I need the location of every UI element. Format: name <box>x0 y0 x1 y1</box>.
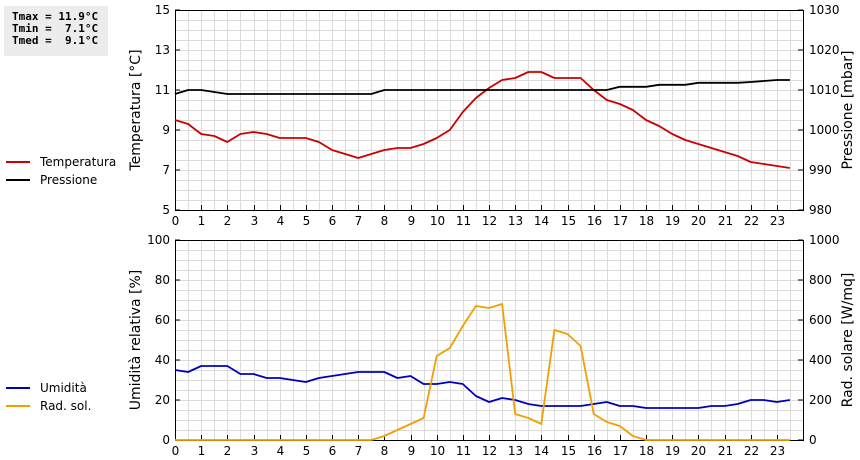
x-tick-label: 15 <box>561 214 576 228</box>
x-tick-label: 23 <box>770 214 785 228</box>
y2-tick-label: 0 <box>809 433 817 447</box>
y2-tick-label: 200 <box>809 393 832 407</box>
y-tick-label: 0 <box>162 433 170 447</box>
x-tick-label: 14 <box>534 214 549 228</box>
x-tick-label: 3 <box>251 444 259 458</box>
x-tick-label: 1 <box>198 444 206 458</box>
series-line-umidit <box>174 365 791 409</box>
y2-axis-title: Pressione [mbar] <box>840 50 856 169</box>
x-tick-label: 12 <box>482 214 497 228</box>
x-tick-label: 19 <box>665 214 680 228</box>
y2-tick-label: 1000 <box>809 233 840 247</box>
series-line-pressione <box>174 79 790 95</box>
x-tick-label: 2 <box>224 214 232 228</box>
y-tick-label: 13 <box>155 43 170 57</box>
y-tick-label: 15 <box>155 3 170 17</box>
x-tick-label: 22 <box>744 444 759 458</box>
plot-frame <box>175 240 804 441</box>
chart-panel-2: 0 1 2 3 4 5 6 7 8 9 10 11 12 13 14 15 16 17 18 19 20 21 22 2302… <box>128 233 856 458</box>
legend-swatch-pressione <box>6 179 30 181</box>
y2-tick-label: 980 <box>809 203 832 217</box>
x-tick-label: 11 <box>456 444 471 458</box>
x-tick-label: 8 <box>381 214 389 228</box>
y-tick-label: 100 <box>147 233 170 247</box>
legend-label-umidita: Umidità <box>40 381 87 395</box>
y2-tick-label: 990 <box>809 163 832 177</box>
x-tick-label: 14 <box>534 444 549 458</box>
legend-label-pressione: Pressione <box>40 173 98 187</box>
x-tick-label: 16 <box>587 214 602 228</box>
x-tick-label: 6 <box>329 214 337 228</box>
y-tick-label: 20 <box>155 393 170 407</box>
x-tick-label: 22 <box>744 214 759 228</box>
y-tick-label: 5 <box>162 203 170 217</box>
x-tick-label: 11 <box>456 214 471 228</box>
x-tick-label: 7 <box>355 214 363 228</box>
x-tick-label: 9 <box>408 444 416 458</box>
x-tick-label: 1 <box>198 214 206 228</box>
x-tick-label: 18 <box>639 214 654 228</box>
y2-axis-title: Rad. solare [W/mq] <box>840 273 856 408</box>
legend-swatch-rad-sol <box>6 405 30 407</box>
x-tick-label: 4 <box>277 444 285 458</box>
y-tick-label: 9 <box>162 123 170 137</box>
x-tick-label: 10 <box>430 444 445 458</box>
y2-tick-label: 800 <box>809 273 832 287</box>
tmin-label: Tmin = 7.1°C <box>12 22 99 35</box>
tmax-label: Tmax = 11.9°C <box>12 10 99 23</box>
series-line-temperatura <box>174 71 791 169</box>
stats-box: Tmax = 11.9°C Tmin = 7.1°C Tmed = 9.1°C <box>4 6 108 56</box>
y-tick-label: 80 <box>155 273 170 287</box>
x-tick-label: 23 <box>770 444 785 458</box>
x-tick-label: 0 <box>172 444 180 458</box>
y-axis-title: Temperatura [°C] <box>128 49 144 171</box>
x-tick-label: 18 <box>639 444 654 458</box>
x-tick-label: 0 <box>172 214 180 228</box>
x-tick-label: 5 <box>303 444 311 458</box>
x-tick-label: 9 <box>408 214 416 228</box>
x-tick-label: 13 <box>508 444 523 458</box>
x-tick-label: 17 <box>613 444 628 458</box>
x-tick-label: 13 <box>508 214 523 228</box>
y2-tick-label: 1000 <box>809 123 840 137</box>
y2-tick-label: 400 <box>809 353 832 367</box>
x-tick-label: 20 <box>691 214 706 228</box>
x-tick-label: 16 <box>587 444 602 458</box>
y2-tick-label: 600 <box>809 313 832 327</box>
y2-tick-label: 1010 <box>809 83 840 97</box>
y-tick-label: 7 <box>162 163 170 177</box>
x-tick-label: 21 <box>718 444 733 458</box>
y-axis-title: Umidità relativa [%] <box>128 270 144 411</box>
y2-tick-label: 1020 <box>809 43 840 57</box>
x-tick-label: 3 <box>251 214 259 228</box>
series-line-rad-sol <box>175 303 790 441</box>
legend-label-rad-sol: Rad. sol. <box>40 399 92 413</box>
x-tick-label: 17 <box>613 214 628 228</box>
x-tick-label: 20 <box>691 444 706 458</box>
x-tick-label: 4 <box>277 214 285 228</box>
x-tick-label: 8 <box>381 444 389 458</box>
x-tick-label: 6 <box>329 444 337 458</box>
x-tick-label: 5 <box>303 214 311 228</box>
y2-tick-label: 1030 <box>809 3 840 17</box>
tmed-label: Tmed = 9.1°C <box>12 34 99 47</box>
legend-label-temperatura: Temperatura <box>40 155 117 169</box>
x-tick-label: 7 <box>355 444 363 458</box>
x-tick-label: 10 <box>430 214 445 228</box>
legend-swatch-temperatura <box>6 161 30 163</box>
y-tick-label: 40 <box>155 353 170 367</box>
y-tick-label: 60 <box>155 313 170 327</box>
x-tick-label: 2 <box>224 444 232 458</box>
legend-swatch-umidita <box>6 387 30 389</box>
x-tick-label: 15 <box>561 444 576 458</box>
x-tick-label: 12 <box>482 444 497 458</box>
plot-frame <box>175 10 804 211</box>
chart-panel-1: 0 1 2 3 4 5 6 7 8 9 10 11 12 13 14 15 16 17 18 19 20 21 22 2357… <box>128 3 856 228</box>
y-tick-label: 11 <box>155 83 170 97</box>
x-tick-label: 21 <box>718 214 733 228</box>
x-tick-label: 19 <box>665 444 680 458</box>
